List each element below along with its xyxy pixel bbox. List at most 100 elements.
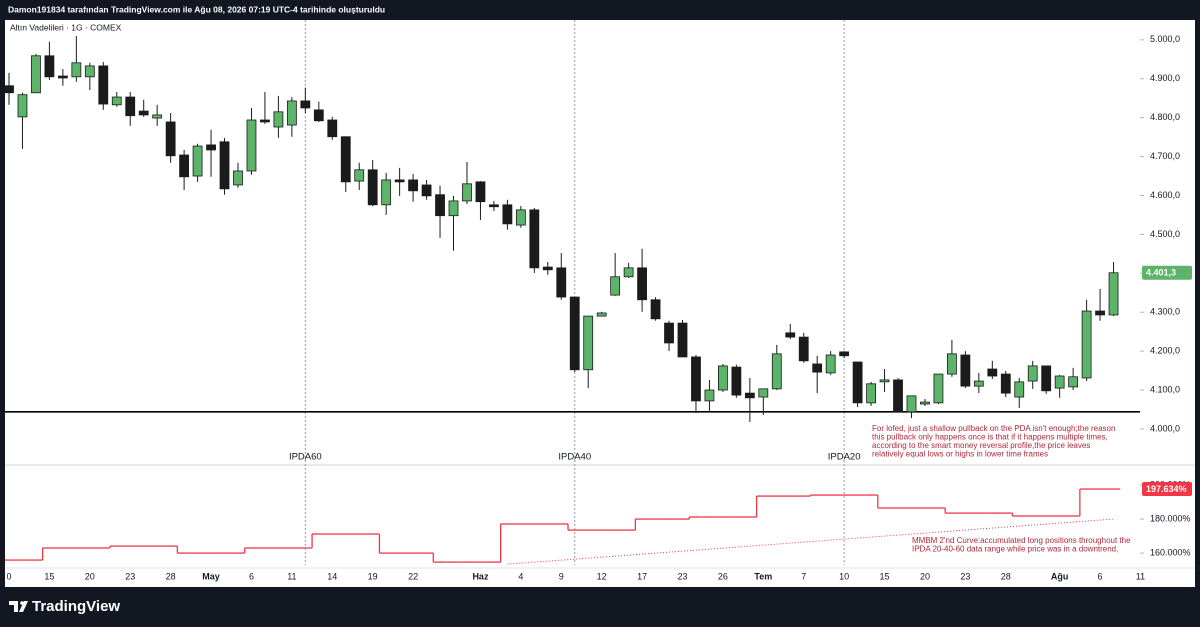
candle-body [179,154,190,178]
marker-label: IPDA60 [289,452,322,463]
candle-body [960,354,971,387]
candle-body [812,363,823,373]
y-tick-label: 4.600,0 [1150,190,1180,200]
x-tick-label: 14 [327,571,337,581]
candle-body [771,353,782,390]
candle-body [367,169,378,206]
x-tick-label: 10 [839,571,849,581]
candle-body [515,209,526,226]
candle-body [973,380,984,387]
candle-body [394,179,405,183]
header-text: Damon191834 tarafından TradingView.com i… [8,4,385,14]
x-tick-label: 15 [880,571,890,581]
candle-body [1000,373,1011,394]
candle-body [340,136,351,183]
annotation: For lofed, just a shallow pullback on th… [872,424,1115,433]
x-tick-label: May [202,571,220,581]
x-tick-label: 20 [85,571,95,581]
y-tick-label: 4.000,0 [1150,423,1180,433]
candle-body [798,336,809,362]
marker-label: IPDA40 [558,452,591,463]
candle-body [677,322,688,358]
candle-body [583,315,594,371]
candle-body [529,209,540,269]
candle-body [502,204,513,225]
y-tick-label: 180.000% [1150,513,1191,523]
y-tick-label: 4.800,0 [1150,112,1180,122]
x-tick-label: 28 [1001,571,1011,581]
candle-body [421,184,432,197]
candle-body [718,365,728,391]
candle-body [165,121,176,157]
x-tick-label: 11 [1136,571,1145,581]
price-tag [1142,265,1192,280]
annotation: relatively equal lows or highs in lower … [872,450,1048,459]
x-tick-label: 28 [166,571,176,581]
candle-body [704,389,715,402]
x-tick-label: 12 [597,571,607,581]
annotation: IPDA 20-40-60 data range while price was… [912,545,1118,554]
candle-body [31,55,41,94]
candle-body [1054,375,1065,389]
x-tick-label: 0 [6,571,11,581]
candle-body [206,144,216,151]
brand: TradingView [32,598,120,615]
candle-body [98,65,109,105]
candle-body [381,179,392,206]
candle-body [192,145,203,177]
candle-body [408,179,419,192]
annotation: MMBM 2'nd Curve:accumulated long positio… [912,536,1131,545]
candle-body [879,379,890,383]
candle-body [246,119,257,172]
candle-body [71,62,82,78]
y-tick-label: 4.100,0 [1150,384,1180,394]
candle-body [286,100,297,126]
x-tick-label: 17 [637,571,647,581]
candle-body [785,332,796,338]
candle-body [987,368,998,377]
x-tick-label: 22 [408,571,418,581]
candle-body [650,299,661,320]
candle-body [260,119,270,123]
price-tag-label: 197.634% [1146,484,1187,494]
x-tick-label: 19 [368,571,378,581]
candle-body [920,401,930,405]
candle-body [138,110,149,116]
x-tick-label: 9 [559,571,564,581]
x-tick-label: 7 [801,571,806,581]
candle-body [731,366,742,396]
candle-body [556,267,567,298]
candle-body [435,194,445,217]
marker-label: IPDA20 [828,452,861,463]
candle-body [462,183,472,202]
x-tick-label: 26 [718,571,728,581]
candle-body [4,85,14,94]
candle-body [691,356,701,402]
chart-area [5,20,1195,587]
x-tick-label: 4 [518,571,523,581]
candle-body [933,373,944,404]
candle-body [664,322,674,344]
logo-dot [20,601,24,605]
y-tick-label: 4.200,0 [1150,345,1180,355]
x-tick-label: 15 [44,571,54,581]
candle-body [489,204,499,208]
candle-body [623,267,634,278]
candle-body [906,395,917,413]
candle-body [1068,376,1079,388]
x-tick-label: 23 [960,571,970,581]
candle-body [219,141,230,190]
candle-body [111,96,122,106]
candle-body [300,100,311,109]
candle-body [758,388,769,398]
y-tick-label: 4.700,0 [1150,151,1180,161]
x-tick-label: 6 [1098,571,1103,581]
candle-body [947,353,957,375]
candle-body [1027,365,1038,382]
candle-body [17,94,28,118]
x-tick-label: 20 [920,571,930,581]
price-tag [1142,482,1192,497]
x-tick-label: 6 [249,571,254,581]
